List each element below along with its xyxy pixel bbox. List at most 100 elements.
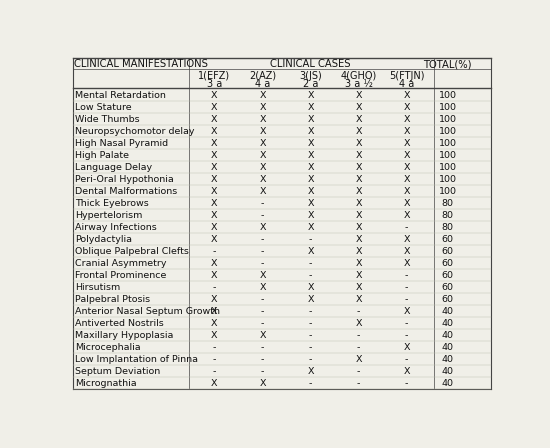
Text: -: - [405,379,408,388]
Text: Septum Deviation: Septum Deviation [75,367,160,376]
Text: Antiverted Nostrils: Antiverted Nostrils [75,319,164,328]
Text: X: X [211,259,218,268]
Text: 40: 40 [442,307,454,316]
Text: X: X [211,90,218,100]
Text: X: X [355,259,362,268]
Text: 60: 60 [442,259,454,268]
Text: -: - [405,331,408,340]
Text: X: X [403,235,410,244]
Text: X: X [259,139,266,148]
Text: 40: 40 [442,343,454,352]
Text: X: X [403,151,410,160]
Text: X: X [259,175,266,184]
Text: X: X [307,115,314,124]
Text: 40: 40 [442,319,454,328]
Text: -: - [405,355,408,364]
Text: -: - [213,247,216,256]
Text: 100: 100 [439,139,456,148]
Text: X: X [355,127,362,136]
Text: X: X [403,187,410,196]
Text: X: X [211,271,218,280]
Text: X: X [403,139,410,148]
Text: Hirsutism: Hirsutism [75,283,120,292]
Text: 100: 100 [439,127,456,136]
Text: -: - [309,343,312,352]
Text: X: X [259,115,266,124]
Text: 100: 100 [439,163,456,172]
Text: X: X [307,103,314,112]
Text: X: X [355,319,362,328]
Text: 100: 100 [439,115,456,124]
Text: -: - [261,247,264,256]
Text: X: X [355,139,362,148]
Text: 80: 80 [442,211,454,220]
Text: X: X [403,90,410,100]
Text: -: - [309,235,312,244]
Text: 100: 100 [439,90,456,100]
Text: X: X [403,367,410,376]
Text: X: X [307,247,314,256]
Text: 60: 60 [442,295,454,304]
Text: X: X [259,379,266,388]
Text: Hypertelorism: Hypertelorism [75,211,142,220]
Text: X: X [307,151,314,160]
Text: 2(AZ): 2(AZ) [249,71,276,81]
Text: 100: 100 [439,151,456,160]
Text: 3 a ½: 3 a ½ [345,79,372,89]
Text: X: X [403,115,410,124]
Text: X: X [307,295,314,304]
Text: X: X [355,103,362,112]
Text: 40: 40 [442,331,454,340]
Text: -: - [261,343,264,352]
Text: 40: 40 [442,379,454,388]
Text: X: X [211,331,218,340]
Text: X: X [211,187,218,196]
Text: X: X [403,307,410,316]
Text: 4(GHO): 4(GHO) [340,71,377,81]
Text: Low Stature: Low Stature [75,103,131,112]
Text: -: - [357,379,360,388]
Text: X: X [307,163,314,172]
Text: X: X [355,271,362,280]
Text: 80: 80 [442,223,454,232]
Text: X: X [307,223,314,232]
Text: Frontal Prominence: Frontal Prominence [75,271,166,280]
Text: -: - [261,319,264,328]
Text: Airway Infections: Airway Infections [75,223,157,232]
Text: X: X [211,139,218,148]
Text: X: X [355,211,362,220]
Text: 60: 60 [442,283,454,292]
Text: X: X [211,127,218,136]
Text: Cranial Asymmetry: Cranial Asymmetry [75,259,167,268]
Text: X: X [211,295,218,304]
Text: X: X [259,187,266,196]
Text: X: X [211,223,218,232]
Text: TOTAL(%): TOTAL(%) [424,59,472,69]
Text: -: - [405,223,408,232]
Text: X: X [355,283,362,292]
Text: 3(JS): 3(JS) [299,71,322,81]
Text: 100: 100 [439,187,456,196]
Text: -: - [261,199,264,208]
Text: X: X [355,295,362,304]
Text: -: - [309,259,312,268]
Text: -: - [405,319,408,328]
Text: Dental Malformations: Dental Malformations [75,187,177,196]
Text: 3 a: 3 a [207,79,222,89]
Text: Language Delay: Language Delay [75,163,152,172]
Text: Low Implantation of Pinna: Low Implantation of Pinna [75,355,198,364]
Text: X: X [307,283,314,292]
Text: X: X [403,247,410,256]
Text: -: - [357,367,360,376]
Text: -: - [261,307,264,316]
Text: -: - [213,283,216,292]
Text: 40: 40 [442,367,454,376]
Text: -: - [261,355,264,364]
Text: 60: 60 [442,235,454,244]
Text: 60: 60 [442,271,454,280]
Text: X: X [355,223,362,232]
Text: -: - [309,319,312,328]
Text: -: - [261,295,264,304]
Text: -: - [261,367,264,376]
Text: High Nasal Pyramid: High Nasal Pyramid [75,139,168,148]
